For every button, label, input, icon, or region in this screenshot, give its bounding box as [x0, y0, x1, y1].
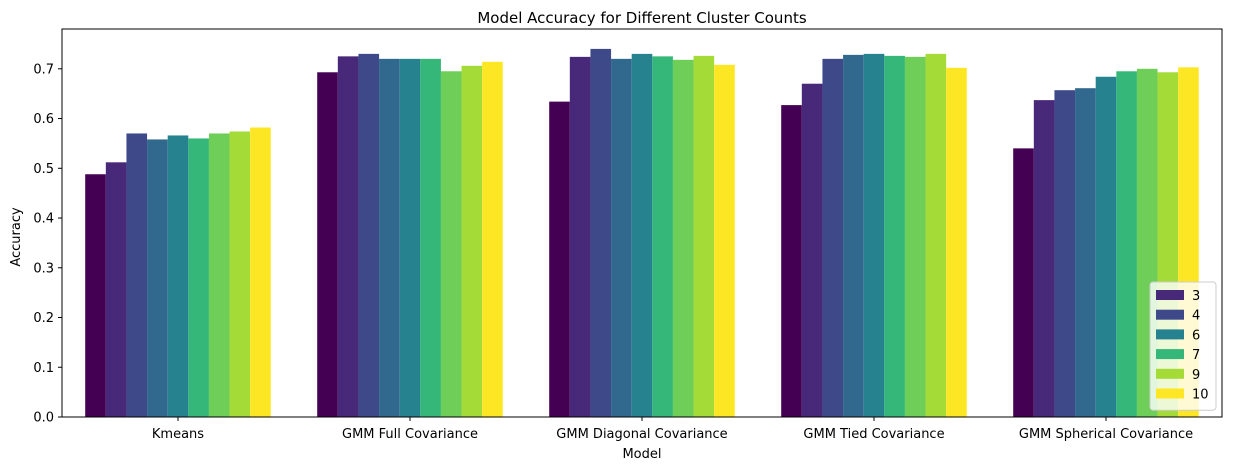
- bar: [399, 58, 421, 417]
- bar: [250, 127, 271, 417]
- x-tick-label: GMM Spherical Covariance: [1019, 427, 1193, 442]
- bar: [317, 72, 338, 418]
- bar: [105, 162, 127, 417]
- bar: [1116, 71, 1137, 418]
- legend: 3 4 6 7 9 10: [1149, 281, 1217, 411]
- x-axis: Kmeans GMM Full Covariance GMM Diagonal Co…: [152, 417, 1193, 442]
- bar: [1033, 100, 1055, 417]
- bar: [358, 53, 380, 417]
- legend-label: 6: [1192, 328, 1200, 343]
- legend-swatch: [1156, 388, 1184, 399]
- bar: [188, 138, 209, 417]
- y-tick-label: 0.1: [33, 361, 54, 376]
- bar: [1095, 76, 1117, 417]
- bar: [946, 67, 967, 418]
- bar: [167, 135, 189, 417]
- legend-label: 9: [1192, 368, 1200, 383]
- legend-swatch: [1156, 349, 1184, 360]
- plot-frame: [61, 28, 1223, 418]
- bar: [631, 53, 653, 417]
- x-axis-title: Model: [622, 447, 661, 462]
- x-tick-label: Kmeans: [152, 427, 204, 442]
- bar: [925, 53, 947, 417]
- bar: [208, 133, 230, 417]
- legend-swatch: [1156, 309, 1184, 320]
- bar: [420, 58, 441, 417]
- y-tick-label: 0.0: [33, 411, 54, 426]
- bar: [693, 55, 715, 417]
- bar: [672, 59, 694, 417]
- y-tick-label: 0.4: [33, 212, 54, 227]
- bar: [229, 131, 251, 417]
- legend-label: 7: [1192, 348, 1200, 363]
- bar: [337, 56, 359, 417]
- y-tick-label: 0.2: [33, 311, 54, 326]
- chart-title: Model Accuracy for Different Cluster Cou…: [477, 9, 807, 27]
- y-tick-label: 0.6: [33, 112, 54, 127]
- bar: [482, 61, 503, 417]
- x-tick-label: GMM Diagonal Covariance: [556, 427, 727, 442]
- x-tick-label: GMM Tied Covariance: [803, 427, 944, 442]
- x-tick-label: GMM Full Covariance: [342, 427, 478, 442]
- legend-label: 4: [1192, 309, 1200, 324]
- bar: [126, 133, 148, 417]
- bar: [569, 56, 591, 417]
- bar: [843, 54, 864, 417]
- legend-swatch: [1156, 290, 1184, 300]
- y-tick-label: 0.5: [33, 162, 54, 177]
- bar: [440, 71, 462, 418]
- legend-swatch: [1156, 368, 1184, 379]
- bars-group: [85, 48, 1199, 418]
- y-axis-title: Accuracy: [9, 207, 24, 267]
- bar: [781, 105, 802, 417]
- bar: [1054, 90, 1076, 417]
- y-tick-label: 0.3: [33, 261, 54, 276]
- bar: [652, 56, 673, 417]
- bar: [714, 64, 735, 418]
- bar: [85, 174, 106, 417]
- bar: [590, 48, 612, 418]
- bar: [822, 58, 844, 417]
- legend-label: 3: [1192, 289, 1200, 304]
- bar: [147, 139, 168, 417]
- y-axis: 0.0 0.1 0.2 0.3 0.4 0.5 0.6 0.7: [33, 62, 62, 426]
- bar: [863, 53, 885, 417]
- bar: [884, 55, 905, 417]
- legend-label: 10: [1192, 388, 1209, 403]
- bar: [1075, 88, 1096, 417]
- bar: [461, 65, 483, 418]
- bar: [801, 83, 823, 417]
- legend-swatch: [1156, 329, 1184, 340]
- bar: [904, 56, 926, 417]
- bar: [611, 58, 632, 417]
- y-tick-label: 0.7: [33, 62, 54, 77]
- bar: [549, 101, 570, 417]
- bar: [379, 58, 400, 417]
- bar: [1013, 148, 1034, 417]
